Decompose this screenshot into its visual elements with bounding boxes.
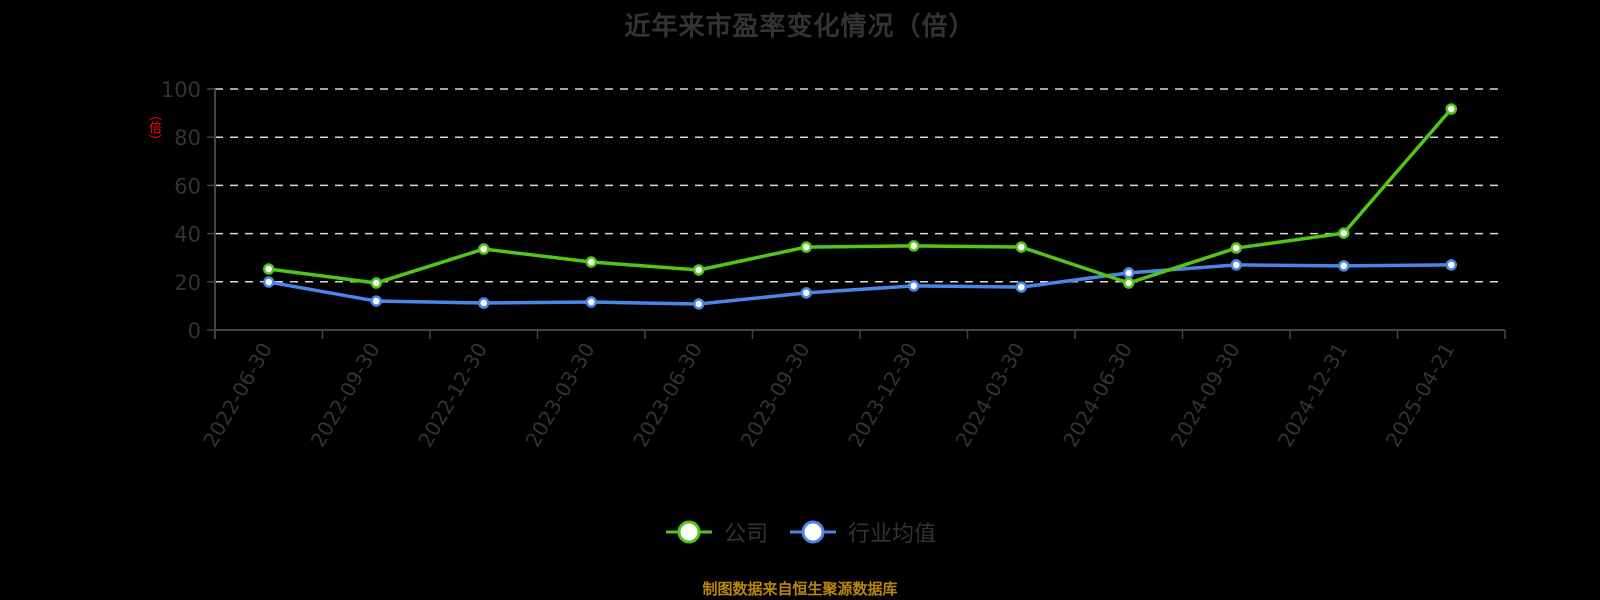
industry-line [268, 263, 1452, 306]
company-data-point[interactable] [1445, 103, 1457, 115]
company-data-point[interactable] [693, 264, 705, 276]
x-tick-label: 2022-12-30 [413, 339, 492, 452]
industry-data-point[interactable] [263, 276, 275, 288]
x-tick-label: 2023-06-30 [628, 339, 707, 452]
x-tick-label: 2025-04-21 [1381, 339, 1460, 452]
y-tick-label: 40 [174, 223, 201, 247]
company-line [268, 107, 1453, 285]
grid-lines [215, 88, 1505, 283]
y-tick-label: 20 [174, 271, 201, 295]
company-data-point[interactable] [585, 256, 597, 268]
company-data-point[interactable] [1338, 227, 1350, 239]
industry-data-point[interactable] [585, 296, 597, 308]
industry-data-point[interactable] [1123, 267, 1135, 279]
company-data-point[interactable] [1123, 277, 1135, 289]
y-axis: 0 20 40 60 80 100 [161, 78, 216, 343]
y-tick-label: 100 [161, 78, 201, 102]
company-data-point[interactable] [908, 240, 920, 252]
company-data-point[interactable] [478, 243, 490, 255]
legend-marker-industry-icon [790, 520, 836, 544]
x-tick-label: 2024-09-30 [1166, 339, 1245, 452]
legend-marker-company-icon [665, 520, 712, 544]
legend-label-industry: 行业均值 [848, 522, 937, 547]
series-lines [263, 103, 1457, 310]
legend-label-company: 公司 [723, 522, 768, 547]
y-axis-title: （倍） [146, 108, 161, 147]
industry-data-point[interactable] [800, 287, 812, 299]
x-tick-label: 2024-06-30 [1058, 339, 1137, 452]
industry-data-point[interactable] [908, 280, 920, 292]
industry-data-point[interactable] [478, 297, 490, 309]
company-data-point[interactable] [800, 241, 812, 253]
y-tick-label: 0 [188, 319, 201, 343]
x-tick-label: 2023-12-30 [843, 339, 922, 452]
x-tick-label: 2023-09-30 [736, 339, 815, 452]
legend: 公司 行业均值 [0, 516, 1600, 548]
industry-data-point[interactable] [693, 298, 705, 310]
x-tick-label: 2023-03-30 [521, 339, 600, 452]
industry-data-point[interactable] [1230, 259, 1242, 271]
industry-data-point[interactable] [1445, 259, 1457, 271]
x-axis: 2022-06-30 2022-09-30 2022-12-30 2023-03-30… [198, 329, 1506, 452]
company-data-point[interactable] [370, 277, 382, 289]
industry-data-point[interactable] [370, 295, 382, 307]
x-tick-label: 2022-06-30 [198, 339, 277, 452]
x-tick-label: 2022-09-30 [306, 339, 385, 452]
y-tick-label: 60 [174, 174, 201, 198]
industry-data-point[interactable] [1338, 260, 1350, 272]
legend-item-company[interactable]: 公司 [664, 516, 768, 548]
y-tick-label: 80 [174, 126, 201, 150]
chart-title: 近年来市盈率变化情况（倍） [624, 12, 976, 42]
legend-item-industry[interactable]: 行业均值 [788, 516, 936, 548]
company-data-point[interactable] [263, 263, 275, 275]
company-data-point[interactable] [1015, 241, 1027, 253]
x-tick-label: 2024-03-30 [951, 339, 1030, 452]
data-source-note: 制图数据来自恒生聚源数据库 [702, 580, 898, 598]
industry-data-point[interactable] [1015, 281, 1027, 293]
company-data-point[interactable] [1230, 242, 1242, 254]
x-tick-label: 2024-12-31 [1273, 339, 1352, 452]
